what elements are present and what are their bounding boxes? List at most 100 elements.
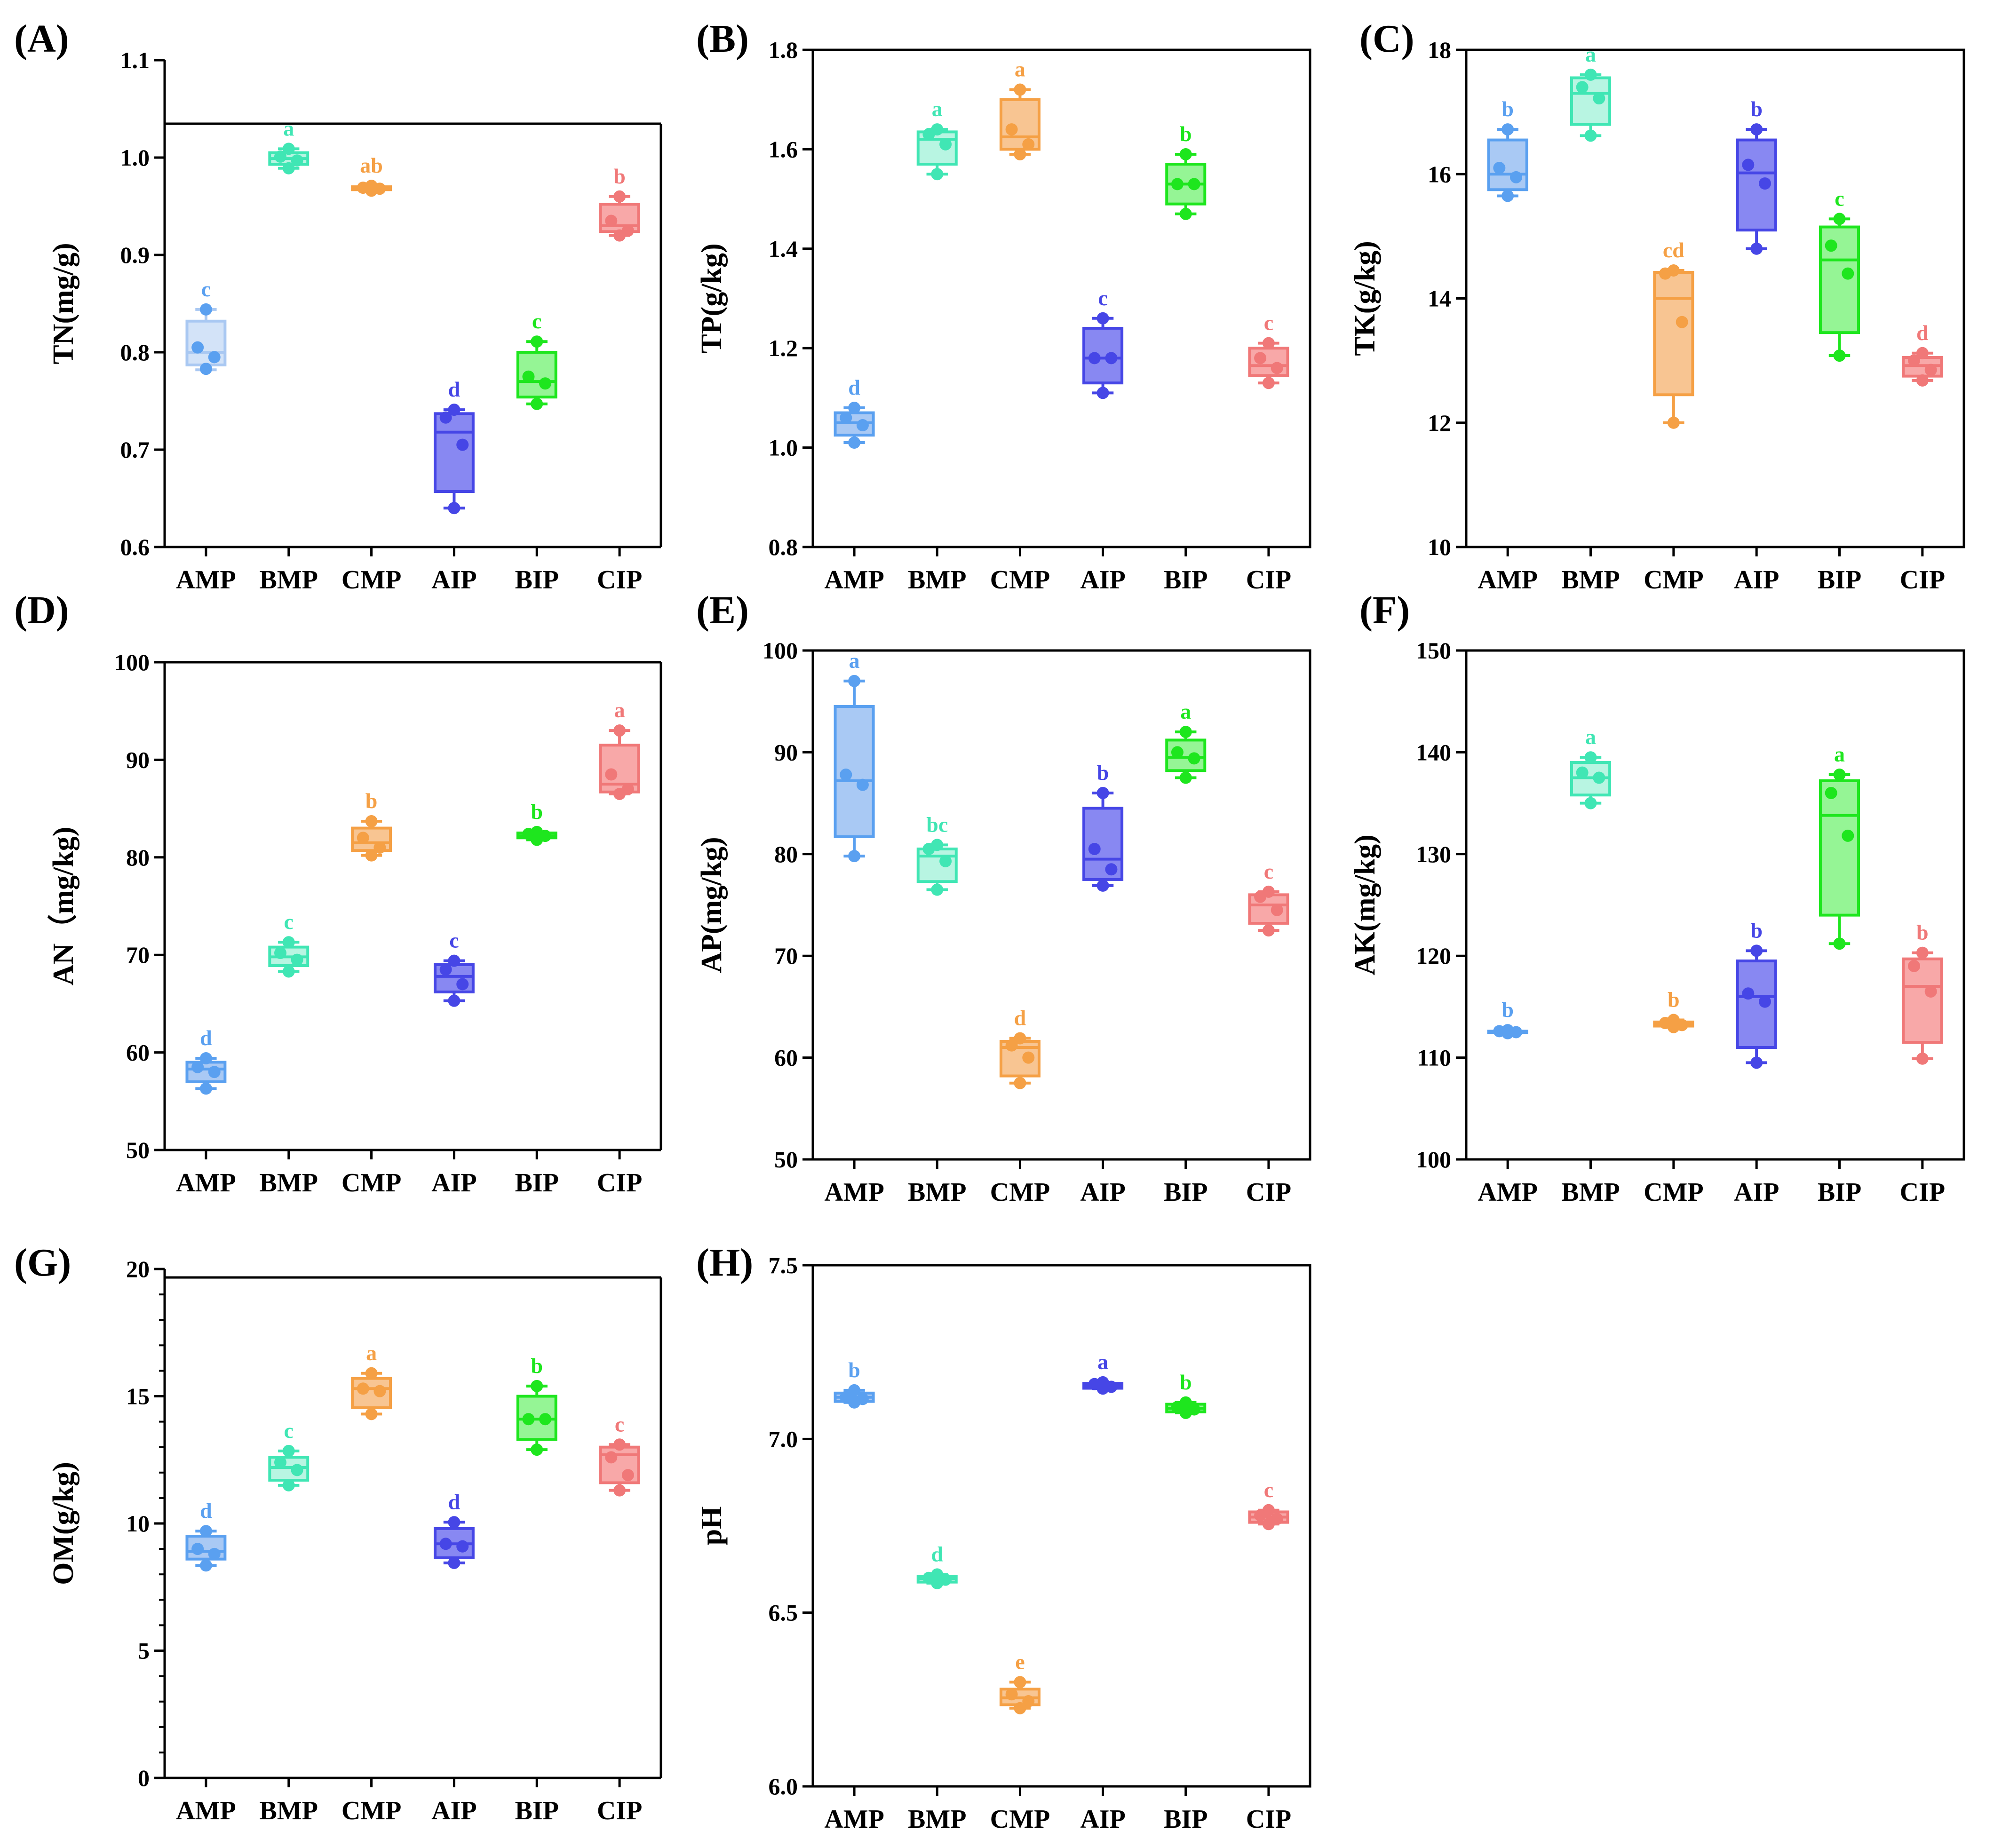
y-tick-label: 100 (1416, 1146, 1451, 1173)
data-point (282, 1479, 295, 1491)
data-point (1179, 771, 1192, 784)
data-point (605, 1451, 618, 1464)
data-point (848, 402, 861, 414)
y-axis-label: TK(g/kg) (1349, 241, 1381, 356)
box-bip: a (1165, 699, 1207, 784)
x-tick-label: CIP (1246, 1805, 1291, 1834)
x-tick-label: AIP (1080, 1178, 1125, 1207)
x-tick-label: AMP (824, 565, 884, 595)
data-point (1833, 213, 1846, 225)
box-amp: c (185, 277, 227, 375)
x-tick-label: CMP (1644, 1178, 1704, 1207)
x-tick-label: CMP (342, 565, 402, 595)
y-tick-label: 80 (774, 841, 798, 867)
box-bmp: a (1570, 725, 1612, 809)
significance-letter: d (448, 1490, 461, 1514)
data-point (1502, 1027, 1514, 1039)
data-point (1924, 364, 1937, 376)
data-point (1584, 751, 1597, 764)
x-tick-label: CIP (1246, 1178, 1291, 1207)
box-cip: c (1248, 311, 1289, 389)
data-point (1842, 267, 1854, 280)
x-tick-label: CMP (342, 1796, 402, 1825)
significance-letter: a (1015, 57, 1025, 81)
box-iqr (1819, 779, 1860, 917)
significance-letter: a (614, 698, 625, 722)
y-tick-label: 1.1 (120, 47, 150, 73)
y-tick-label: 16 (1428, 161, 1451, 187)
data-point (448, 954, 461, 967)
y-axis-label: AP(mg/kg) (696, 837, 728, 973)
box-iqr (1248, 893, 1289, 925)
data-point (1667, 416, 1680, 429)
significance-letter: c (284, 1419, 294, 1443)
data-point (456, 978, 469, 991)
x-tick-label: CMP (1644, 565, 1704, 595)
box-iqr (1653, 271, 1694, 397)
significance-letter: b (1097, 761, 1109, 785)
data-point (373, 1385, 386, 1397)
x-tick-label: AMP (176, 1168, 236, 1198)
box-bmp: a (1570, 42, 1612, 142)
data-point (1916, 1052, 1929, 1065)
significance-letter: c (449, 928, 459, 952)
panel-b: (B) 0.8 1.0 1.2 1.4 1.6 1.8 TP(g/kg) AMP d BMP a CMP… (696, 17, 1311, 595)
y-tick-label: 18 (1428, 37, 1451, 63)
data-point (365, 849, 378, 862)
y-tick-label: 120 (1416, 943, 1451, 969)
x-tick-label: BIP (515, 565, 559, 595)
x-tick-label: AMP (176, 565, 236, 595)
panel-label: (E) (696, 588, 749, 632)
y-tick-label: 60 (774, 1045, 798, 1071)
x-tick-label: AMP (824, 1178, 884, 1207)
significance-letter: d (848, 375, 860, 399)
data-point (274, 1456, 286, 1469)
data-point (199, 363, 212, 375)
data-point (282, 143, 295, 155)
data-point (1750, 1056, 1763, 1069)
data-point (1262, 337, 1275, 349)
data-point (448, 502, 461, 515)
box-amp: b (1487, 97, 1528, 202)
box-bip: b (516, 800, 557, 846)
x-tick-label: CMP (990, 1805, 1050, 1834)
significance-letter: b (1180, 1370, 1192, 1394)
data-point (1005, 1039, 1018, 1052)
panel-label: (F) (1359, 588, 1410, 632)
x-tick-label: BMP (260, 1796, 318, 1825)
significance-letter: c (1098, 286, 1107, 310)
x-tick-label: AIP (1734, 565, 1779, 595)
y-tick-label: 60 (126, 1039, 150, 1066)
x-tick-label: AIP (1080, 565, 1125, 595)
data-point (1096, 1382, 1109, 1395)
y-tick-label: 0.8 (769, 534, 798, 560)
x-tick-label: BMP (1561, 1178, 1620, 1207)
data-point (1254, 1509, 1267, 1522)
data-point (1014, 1702, 1026, 1714)
y-tick-label: 150 (1416, 637, 1451, 664)
data-point (848, 436, 861, 449)
data-point (208, 1066, 221, 1079)
x-tick-label: CIP (597, 565, 642, 595)
significance-letter: cd (1663, 238, 1684, 262)
data-point (282, 162, 295, 174)
data-point (931, 168, 944, 181)
data-point (1254, 352, 1267, 365)
data-point (199, 1559, 212, 1572)
significance-letter: b (1502, 998, 1514, 1022)
x-tick-label: CMP (990, 565, 1050, 595)
y-tick-label: 90 (126, 746, 150, 773)
data-point (274, 947, 286, 960)
box-aip: b (1736, 97, 1777, 255)
data-point (1014, 1676, 1026, 1689)
y-tick-label: 90 (774, 739, 798, 765)
y-tick-label: 0.8 (120, 339, 150, 365)
data-point (539, 377, 552, 390)
data-point (191, 1061, 204, 1073)
data-point (531, 397, 543, 410)
significance-letter: d (448, 377, 461, 401)
y-tick-label: 12 (1428, 410, 1451, 436)
x-tick-label: BIP (1818, 1178, 1861, 1207)
data-point (282, 936, 295, 949)
